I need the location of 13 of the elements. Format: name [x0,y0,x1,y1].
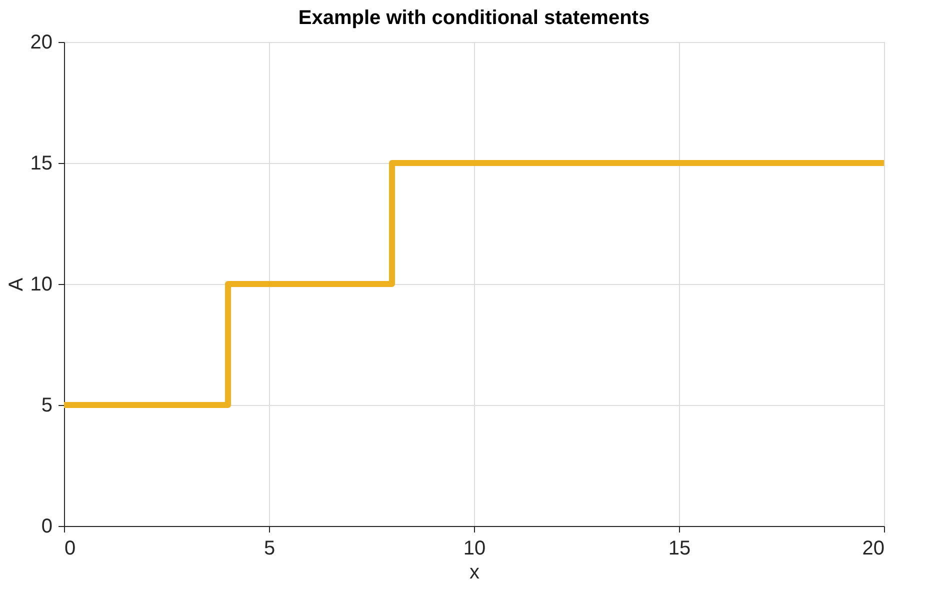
x-tick-label: 20 [862,538,884,560]
y-tick-label: 5 [41,394,52,416]
y-tick-label: 0 [41,516,52,538]
y-axis-title: A [5,277,28,292]
y-tick-label: 10 [30,274,52,296]
x-tick-label: 0 [64,538,76,560]
chart-title: Example with conditional statements [298,7,650,29]
x-axis-title: x [470,562,480,584]
y-tick-label: 20 [30,32,52,54]
y-tick-label: 15 [30,152,52,174]
x-tick-label: 15 [668,538,691,560]
x-tick-label: 10 [463,538,486,560]
x-tick-label: 5 [264,538,276,560]
